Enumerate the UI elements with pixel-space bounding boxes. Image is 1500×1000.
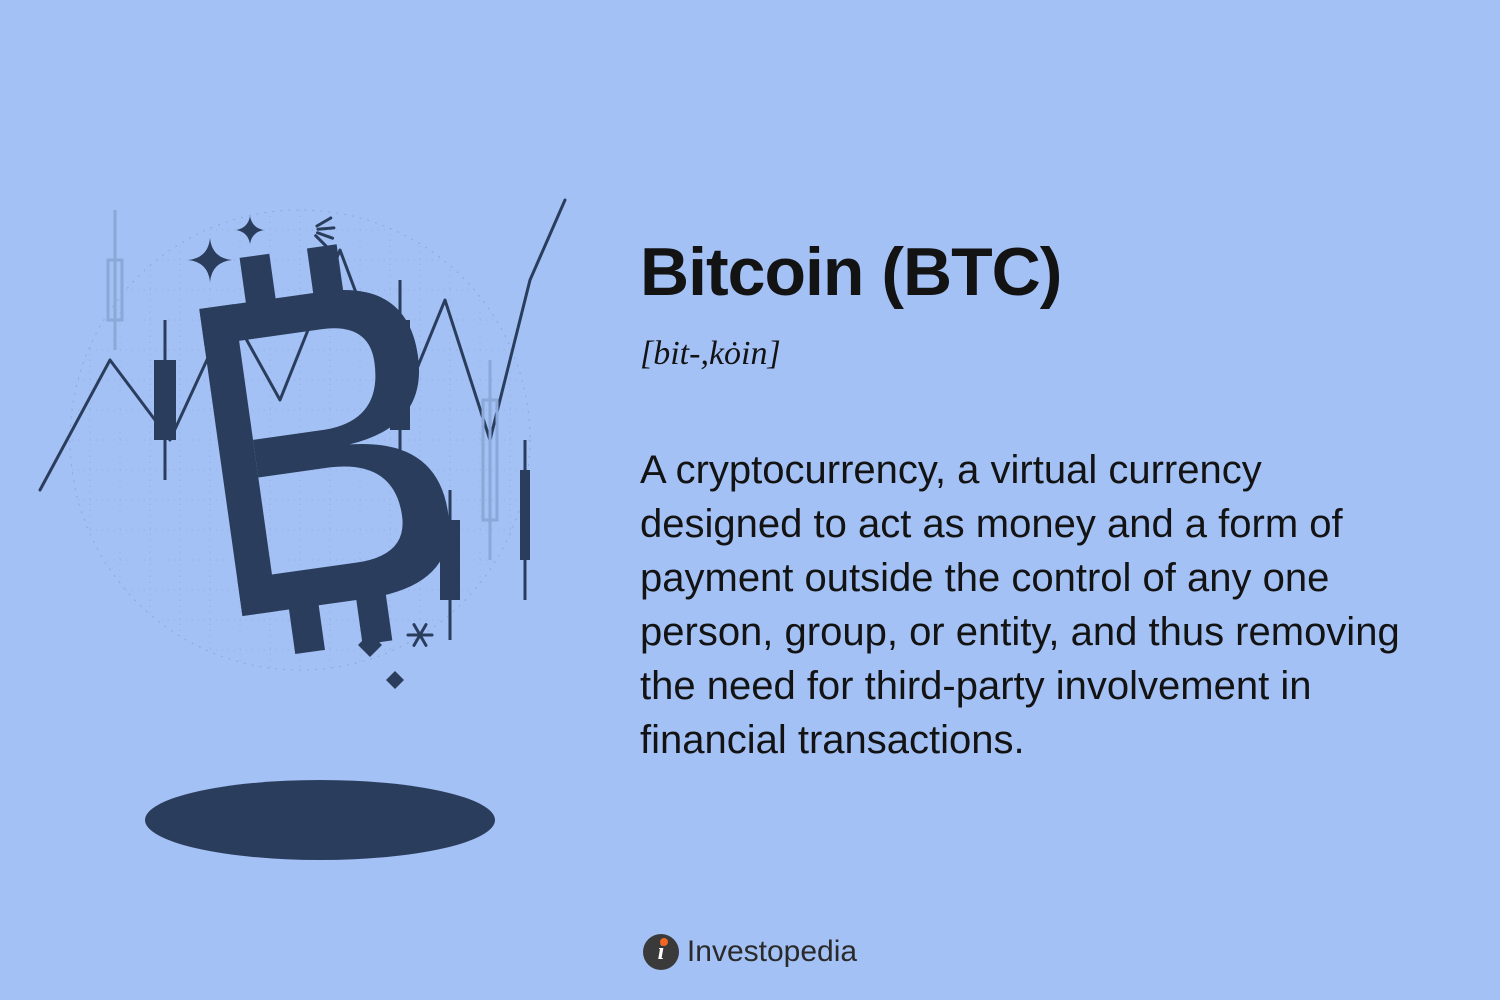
bitcoin-illustration <box>0 0 600 1000</box>
drop-shadow-ellipse <box>145 780 495 860</box>
brand-name: Investopedia <box>687 935 857 969</box>
definition-body: A cryptocurrency, a virtual currency des… <box>640 443 1410 767</box>
term-title: Bitcoin (BTC) <box>640 233 1410 311</box>
text-panel: Bitcoin (BTC) [bit-,kȯin] A cryptocurren… <box>600 153 1500 847</box>
pronunciation: [bit-,kȯin] <box>640 335 1410 373</box>
brand-footer: i Investopedia <box>0 934 1500 970</box>
illustration-panel <box>0 0 600 1000</box>
definition-card: Bitcoin (BTC) [bit-,kȯin] A cryptocurren… <box>0 0 1500 1000</box>
bitcoin-symbol <box>193 234 465 660</box>
investopedia-logo-icon: i <box>643 934 679 970</box>
logo-dot <box>660 938 668 946</box>
